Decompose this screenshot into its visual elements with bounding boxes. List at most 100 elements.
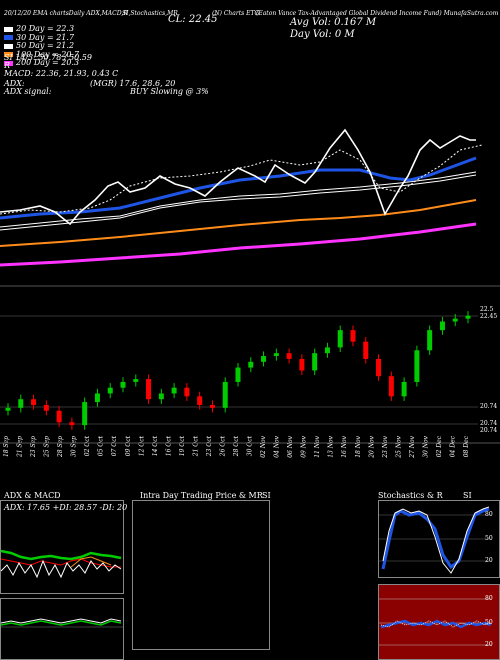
- day-volume: Day Vol: 0 M: [290, 29, 355, 40]
- price-label-low-b: 20.74: [480, 420, 498, 427]
- date-label: 18 Nov: [355, 435, 362, 457]
- date-label: 02 Oct: [84, 435, 91, 456]
- ma-legend: 20 Day = 22.3 30 Day = 21.7 50 Day = 21.2 1…: [4, 24, 80, 68]
- indicator-si: SI 14/3: 50.78 / 50.59: [4, 53, 92, 62]
- date-label: 30 Sep: [71, 436, 78, 457]
- adx-panel: ADX: 17.65 +DI: 28.57 -DI: 20: [0, 500, 127, 594]
- candle-body: [452, 318, 458, 322]
- date-label: 21 Oct: [192, 435, 199, 457]
- header-ticker-line: (N) Charts ETG: [212, 10, 260, 17]
- date-label: 19 Oct: [179, 435, 186, 456]
- adx-signal-value: BUY Slowing @ 3%: [130, 87, 209, 96]
- date-label: 18 Sep: [3, 436, 10, 457]
- date-label: 11 Nov: [314, 435, 321, 457]
- candle-body: [299, 358, 305, 371]
- candle-body: [312, 353, 318, 371]
- candle-body: [184, 387, 190, 397]
- date-label: 09 Oct: [125, 435, 132, 456]
- ma50-line: [0, 171, 477, 228]
- intraday-mr-panel: [132, 500, 270, 650]
- adx-label: ADX:: [4, 79, 25, 88]
- date-label: 16 Nov: [341, 435, 348, 457]
- macd-panel: [0, 598, 124, 660]
- candlestick-series: [5, 311, 471, 430]
- candle-body: [82, 402, 88, 426]
- candle-body: [439, 321, 445, 331]
- candle-body: [376, 358, 382, 377]
- price-label-top-a: 22.5: [480, 306, 494, 313]
- date-label: 02 Dec: [436, 435, 443, 457]
- price-label-top-b: 22.45: [480, 313, 498, 320]
- ma-legend-item: 20 Day = 22.3: [4, 24, 79, 34]
- date-label: 25 Nov: [395, 435, 402, 458]
- indicator-macd: MACD: 22.36, 21.93, 0.43 C: [4, 69, 119, 78]
- ma-legend-swatch: [4, 26, 13, 32]
- date-axis: 18 Sep 21 Sep 23 Sep 25 Sep 28 Sep 30 Sep 02 O…: [3, 435, 470, 458]
- ma-legend-swatch: [4, 35, 13, 41]
- header-studies-line: SI,Stochastics,MR: [122, 10, 178, 17]
- candle-body: [427, 330, 433, 351]
- close-price: CL: 22.45: [168, 14, 218, 25]
- date-label: 30 Nov: [422, 435, 429, 457]
- candle-body: [171, 387, 177, 394]
- date-label: 13 Nov: [328, 435, 335, 457]
- candle-body: [5, 407, 11, 411]
- ma-legend-label: 200 Day = 20.3: [16, 58, 80, 67]
- ma-legend-swatch: [4, 60, 13, 66]
- date-label: 27 Nov: [409, 435, 416, 458]
- main-chart: 18 Sep 21 Sep 23 Sep 25 Sep 28 Sep 30 Sep 02 O…: [0, 128, 500, 459]
- candle-body: [158, 393, 164, 400]
- date-label: 12 Oct: [138, 435, 145, 456]
- stoch-tick-80: 80: [485, 511, 493, 518]
- candle-body: [197, 396, 203, 405]
- date-label: 06 Nov: [287, 435, 294, 457]
- rsi-tick-80: 80: [485, 595, 493, 602]
- candle-body: [350, 330, 356, 342]
- ma-legend-label: 30 Day = 21.7: [16, 32, 75, 42]
- ma-legend-item: 50 Day = 21.2: [4, 41, 79, 51]
- date-label: 30 Oct: [247, 435, 254, 456]
- rsi-panel: 80 50 20: [378, 584, 500, 660]
- ma200-line: [0, 222, 477, 267]
- candle-body: [94, 393, 100, 403]
- candle-body: [324, 347, 330, 354]
- ma20-dotted: [0, 144, 483, 215]
- candle-body: [414, 350, 420, 382]
- ma20-line: [0, 128, 476, 226]
- stoch-tick-50: 50: [485, 535, 493, 542]
- date-label: 20 Nov: [368, 435, 375, 458]
- candle-body: [388, 376, 394, 397]
- candle-body: [107, 387, 113, 394]
- candle-body: [133, 379, 139, 382]
- date-label: 08 Dec: [463, 435, 470, 457]
- adx-values: (MGR) 17.6, 28.6, 20: [90, 79, 176, 88]
- header-fund-line: (Eaton Vance Tax-Advantaged Global Divid…: [256, 10, 499, 17]
- candle-body: [56, 410, 62, 423]
- candle-body: [248, 361, 254, 368]
- date-label: 04 Nov: [274, 435, 281, 457]
- header-date-line: 20/12/20 EMA chartsDaily ADX,MACD,R: [4, 10, 128, 17]
- stoch-tick-20: 20: [485, 557, 493, 564]
- date-label: 23 Nov: [382, 435, 389, 458]
- ma30-line: [0, 156, 477, 220]
- date-label: 23 Oct: [206, 435, 213, 457]
- candle-body: [209, 404, 215, 408]
- ma-legend-label: 50 Day = 21.2: [16, 41, 75, 50]
- ma-legend-label: 100 Day = 20.7: [16, 49, 80, 59]
- date-label: 25 Sep: [44, 436, 51, 458]
- candle-body: [235, 367, 241, 382]
- price-label-low-a: 20.74: [480, 403, 498, 410]
- candle-body: [69, 422, 75, 426]
- ma50b-line: [0, 174, 477, 231]
- ma-legend-swatch: [4, 43, 13, 49]
- indicator-r: R: [4, 61, 11, 70]
- candle-body: [261, 356, 267, 362]
- date-label: 26 Oct: [219, 435, 226, 457]
- candle-body: [363, 341, 369, 359]
- avg-volume: Avg Vol: 0.167 M: [290, 17, 377, 28]
- rsi-tick-50: 50: [485, 619, 493, 626]
- date-label: 14 Oct: [152, 435, 159, 456]
- date-label: 09 Nov: [301, 435, 308, 457]
- candle-body: [273, 353, 279, 357]
- ma100-line: [0, 199, 477, 247]
